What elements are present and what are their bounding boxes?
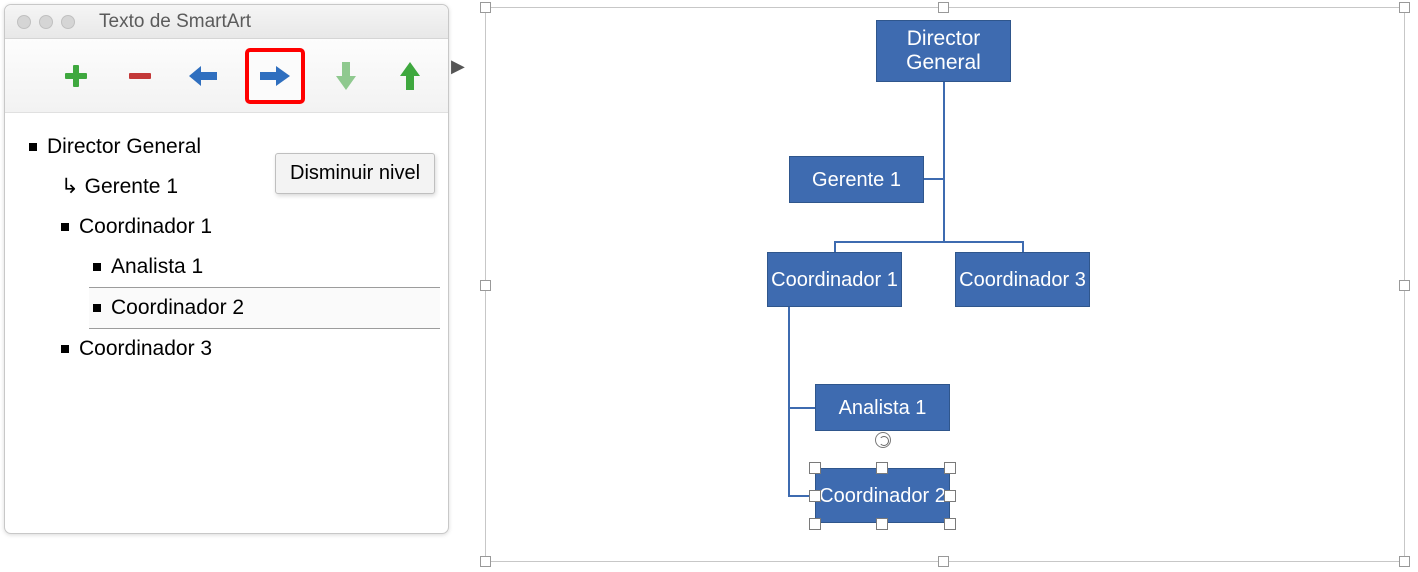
connector (788, 307, 790, 497)
selection-handle[interactable] (809, 490, 821, 502)
node-label: Director General (877, 27, 1010, 75)
min-dot[interactable] (39, 15, 53, 29)
outline-list[interactable]: Director General ↳ Gerente 1 Coordinador… (5, 113, 448, 369)
outline-item-text: Director General (47, 127, 201, 167)
outline-item-text: Coordinador 2 (111, 288, 244, 328)
node-coord1[interactable]: Coordinador 1 (767, 252, 902, 307)
outline-item-text: Gerente 1 (85, 167, 178, 207)
promote-button[interactable] (181, 53, 227, 99)
smartart-canvas[interactable]: Director General Gerente 1 Coordinador 1… (485, 7, 1405, 562)
node-coord2-selected[interactable]: Coordinador 2 (815, 468, 950, 523)
bullet-icon (93, 263, 101, 271)
node-director[interactable]: Director General (876, 20, 1011, 82)
move-down-button[interactable] (323, 53, 369, 99)
frame-handle[interactable] (938, 556, 949, 567)
add-item-button[interactable] (53, 53, 99, 99)
outline-item[interactable]: Coordinador 3 (57, 329, 440, 369)
rotate-handle[interactable] (875, 432, 891, 448)
panel-title: Texto de SmartArt (99, 11, 251, 33)
node-label: Coordinador 2 (819, 484, 946, 508)
selection-handle[interactable] (876, 462, 888, 474)
frame-handle[interactable] (1399, 280, 1410, 291)
demote-tooltip: Disminuir nivel (275, 153, 435, 194)
frame-handle[interactable] (480, 2, 491, 13)
collapse-tab-icon[interactable]: ▶ (451, 56, 465, 77)
selection-handle[interactable] (944, 490, 956, 502)
node-label: Analista 1 (839, 396, 927, 420)
frame-handle[interactable] (480, 280, 491, 291)
window-traffic-lights[interactable] (17, 15, 75, 29)
frame-handle[interactable] (1399, 556, 1410, 567)
frame-handle[interactable] (1399, 2, 1410, 13)
remove-item-button[interactable] (117, 53, 163, 99)
bullet-icon (93, 304, 101, 312)
zoom-dot[interactable] (61, 15, 75, 29)
outline-item[interactable]: Analista 1 (89, 247, 440, 287)
node-gerente1[interactable]: Gerente 1 (789, 156, 924, 203)
outline-item-text: Analista 1 (111, 247, 203, 287)
selection-handle[interactable] (809, 518, 821, 530)
selection-handle[interactable] (944, 518, 956, 530)
selection-handle[interactable] (944, 462, 956, 474)
node-label: Gerente 1 (812, 168, 901, 192)
assistant-indent-icon: ↳ (61, 167, 79, 207)
bullet-icon (61, 345, 69, 353)
selection-handle[interactable] (809, 462, 821, 474)
node-analista1[interactable]: Analista 1 (815, 384, 950, 431)
bullet-icon (29, 143, 37, 151)
node-coord3[interactable]: Coordinador 3 (955, 252, 1090, 307)
connector (834, 241, 1022, 243)
connector (943, 82, 945, 241)
move-up-button[interactable] (387, 53, 433, 99)
node-label: Coordinador 1 (771, 268, 898, 292)
demote-button[interactable] (245, 48, 305, 104)
smartart-text-panel: Texto de SmartArt Disminuir nivel Direct… (4, 4, 449, 534)
frame-handle[interactable] (938, 2, 949, 13)
outline-item[interactable]: Coordinador 1 (57, 207, 440, 247)
panel-titlebar: Texto de SmartArt (5, 5, 448, 39)
outline-item-text: Coordinador 1 (79, 207, 212, 247)
selection-handle[interactable] (876, 518, 888, 530)
connector (924, 178, 944, 180)
frame-handle[interactable] (480, 556, 491, 567)
close-dot[interactable] (17, 15, 31, 29)
panel-toolbar (5, 39, 448, 113)
outline-item-text: Coordinador 3 (79, 329, 212, 369)
bullet-icon (61, 223, 69, 231)
connector (788, 407, 815, 409)
node-label: Coordinador 3 (959, 268, 1086, 292)
outline-item-selected[interactable]: Coordinador 2 (89, 287, 440, 329)
